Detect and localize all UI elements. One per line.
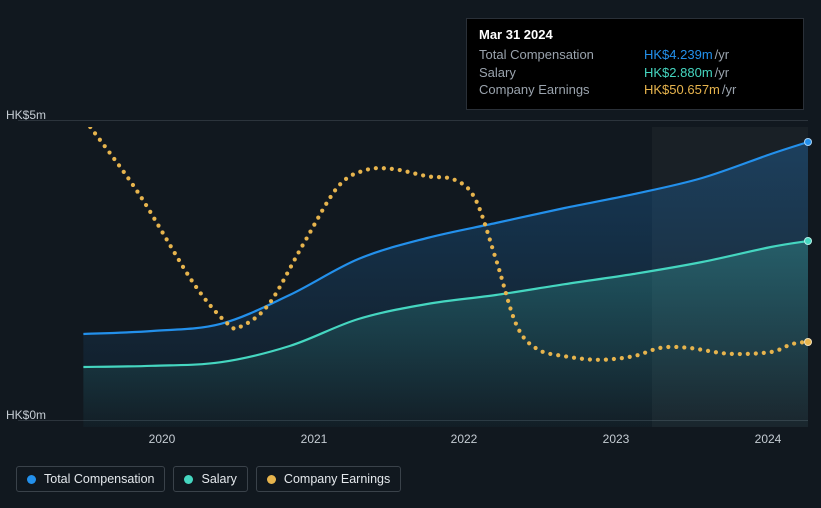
chart-plot-area[interactable] (49, 127, 808, 427)
tooltip-row-salary: Salary HK$2.880m /yr (479, 64, 791, 82)
tooltip-suffix: /yr (715, 64, 729, 82)
tooltip-row-earnings: Company Earnings HK$50.657m /yr (479, 81, 791, 99)
tooltip-date: Mar 31 2024 (479, 27, 791, 42)
legend-dot-icon (27, 475, 36, 484)
x-axis-label: 2020 (149, 432, 176, 446)
legend-dot-icon (267, 475, 276, 484)
legend-item-company-earnings[interactable]: Company Earnings (256, 466, 401, 492)
legend-label: Salary (201, 472, 236, 486)
legend: Total Compensation Salary Company Earnings (16, 466, 401, 492)
legend-item-total-compensation[interactable]: Total Compensation (16, 466, 165, 492)
tooltip-label: Company Earnings (479, 81, 644, 99)
legend-dot-icon (184, 475, 193, 484)
gridline-top (18, 120, 808, 121)
x-axis-label: 2024 (755, 432, 782, 446)
tooltip-suffix: /yr (715, 46, 729, 64)
x-axis-label: 2021 (301, 432, 328, 446)
tooltip-label: Salary (479, 64, 644, 82)
x-axis-label: 2022 (451, 432, 478, 446)
series-end-marker (804, 338, 812, 346)
tooltip-row-total-comp: Total Compensation HK$4.239m /yr (479, 46, 791, 64)
tooltip-value: HK$50.657m (644, 81, 720, 99)
series-end-marker (804, 138, 812, 146)
x-axis-label: 2023 (603, 432, 630, 446)
legend-item-salary[interactable]: Salary (173, 466, 247, 492)
compensation-chart: HK$5m HK$0m 2020 2021 2022 2023 2024 Mar 31 … (0, 0, 821, 508)
tooltip-suffix: /yr (722, 81, 736, 99)
legend-label: Company Earnings (284, 472, 390, 486)
legend-label: Total Compensation (44, 472, 154, 486)
tooltip-value: HK$2.880m (644, 64, 713, 82)
tooltip-label: Total Compensation (479, 46, 644, 64)
y-axis-label-min: HK$0m (0, 408, 46, 422)
chart-tooltip: Mar 31 2024 Total Compensation HK$4.239m… (466, 18, 804, 110)
series-end-marker (804, 237, 812, 245)
tooltip-value: HK$4.239m (644, 46, 713, 64)
y-axis-label-max: HK$5m (0, 108, 46, 122)
